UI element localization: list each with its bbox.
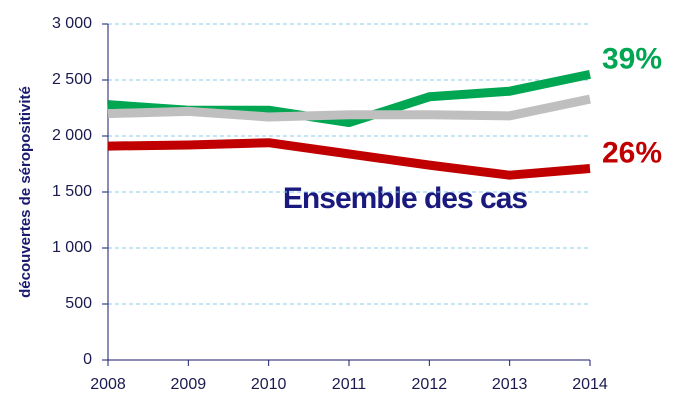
- y-tick-label: 1 500: [52, 183, 92, 200]
- series-line: [107, 138, 591, 180]
- x-tick-label: 2011: [332, 376, 367, 393]
- y-tick-label: 2 000: [52, 127, 92, 144]
- series-line: [107, 94, 591, 122]
- y-tick-label: 500: [65, 295, 92, 312]
- x-tick-label: 2012: [412, 376, 448, 393]
- x-tick-label: 2009: [171, 376, 207, 393]
- x-tick-label: 2010: [251, 376, 287, 393]
- x-tick-label: 2014: [572, 376, 608, 393]
- x-tick-label: 2008: [90, 376, 126, 393]
- annotation: Ensemble des cas: [283, 182, 527, 215]
- y-tick-label: 3 000: [52, 15, 92, 32]
- y-tick-label: 0: [83, 351, 92, 368]
- x-tick-label: 2013: [492, 376, 528, 393]
- y-axis-label: découvertes de séropositivité: [17, 86, 34, 298]
- end-label: 39%: [602, 42, 662, 75]
- end-label: 26%: [602, 136, 662, 169]
- y-tick-label: 1 000: [52, 239, 92, 256]
- y-tick-label: 2 500: [52, 71, 92, 88]
